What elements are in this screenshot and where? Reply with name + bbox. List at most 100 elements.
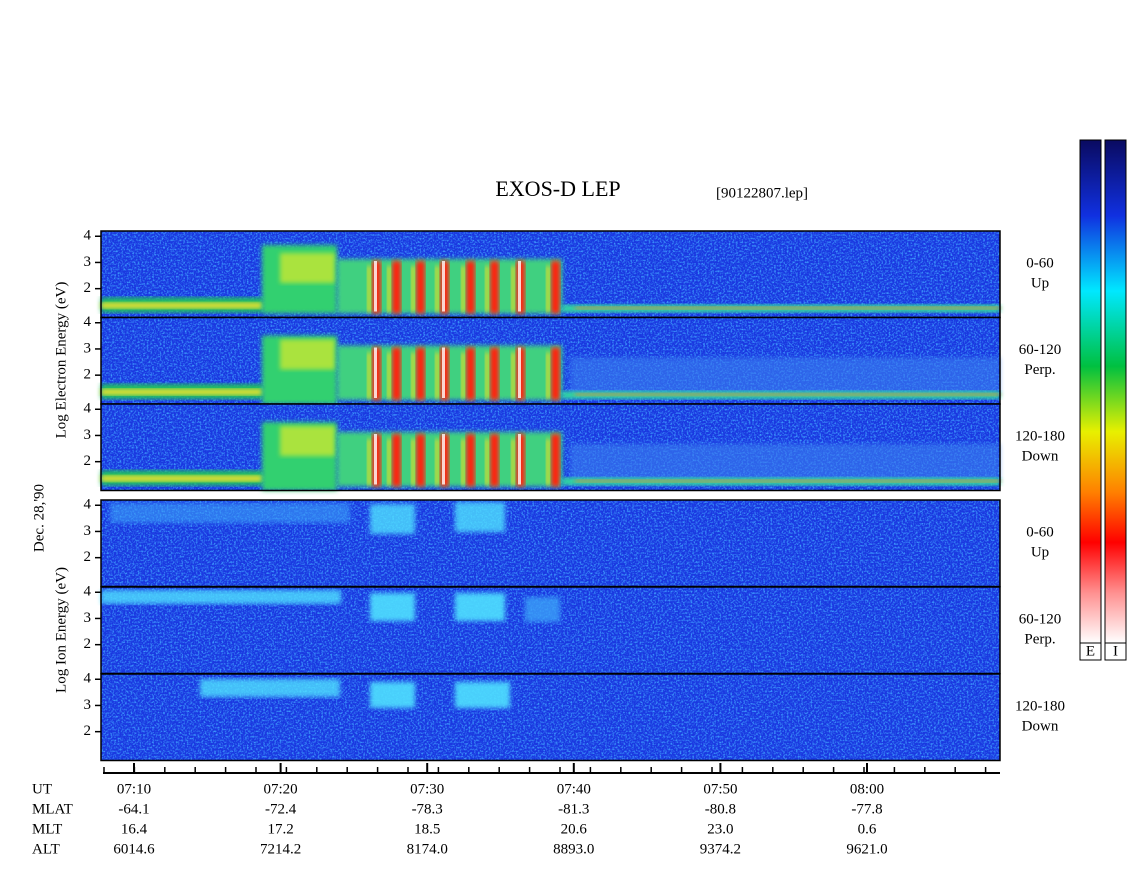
spectral-feature — [461, 439, 465, 486]
panel-direction: Up — [1031, 276, 1049, 292]
ephemeris-value: 07:50 — [703, 781, 737, 797]
spectral-feature — [490, 434, 499, 487]
colorbar — [1104, 139, 1127, 644]
spectral-feature — [370, 504, 415, 534]
spectral-feature — [546, 266, 550, 313]
panel-range: 0-60 — [1026, 256, 1054, 272]
panel-frame — [100, 403, 1001, 492]
spectral-feature — [416, 434, 425, 487]
spectral-feature — [575, 393, 1000, 396]
panel-direction: Down — [1022, 719, 1059, 735]
spectral-feature — [570, 444, 1000, 481]
y-tick-label: 3 — [84, 523, 92, 539]
spectral-feature — [435, 439, 439, 486]
spectral-feature — [466, 261, 475, 314]
spectral-feature — [546, 352, 550, 399]
panel-direction: Perp. — [1024, 632, 1055, 648]
spectral-feature — [110, 503, 350, 523]
spectral-feature — [367, 266, 371, 313]
ephemeris-value: 7214.2 — [260, 841, 301, 857]
spectral-feature — [455, 593, 505, 621]
ephemeris-value: 16.4 — [121, 821, 148, 837]
spectral-feature — [416, 261, 425, 314]
spectral-feature — [490, 261, 499, 314]
spectral-feature — [411, 352, 415, 399]
spectral-feature — [416, 347, 425, 400]
spectral-feature — [392, 347, 401, 400]
ephemeris-value: -77.8 — [851, 801, 882, 817]
spectral-feature — [435, 266, 439, 313]
y-tick-label: 2 — [84, 453, 92, 469]
ion-axis-label: Log Ion Energy (eV) — [53, 567, 69, 693]
panel-range: 60-120 — [1019, 342, 1062, 358]
spectral-feature — [466, 347, 475, 400]
spectral-feature — [392, 434, 401, 487]
panel-range: 0-60 — [1026, 525, 1054, 541]
panel-direction: Perp. — [1024, 362, 1055, 378]
colorbar-label-box — [1104, 642, 1127, 661]
panel-range: 60-120 — [1019, 612, 1062, 628]
y-tick-label: 2 — [84, 723, 92, 739]
y-tick-label: 3 — [84, 254, 92, 270]
spectral-feature — [551, 347, 560, 400]
y-tick-label: 3 — [84, 427, 92, 443]
y-tick-label: 2 — [84, 549, 92, 565]
spectral-feature — [511, 352, 515, 399]
ephemeris-value: 8174.0 — [407, 841, 448, 857]
spectral-feature — [374, 261, 377, 312]
ephemeris-value: 07:30 — [410, 781, 444, 797]
spectral-feature — [200, 679, 340, 697]
colorbar-label: I — [1113, 643, 1118, 659]
panel-direction: Down — [1022, 449, 1059, 465]
spectral-feature — [442, 347, 445, 398]
spectral-feature — [374, 347, 377, 398]
ephemeris-value: -72.4 — [265, 801, 297, 817]
spectral-feature — [518, 434, 521, 485]
spectral-feature — [455, 682, 510, 708]
spectral-feature — [485, 352, 489, 399]
spectral-feature — [570, 357, 1000, 394]
ephemeris-value: 07:10 — [117, 781, 151, 797]
spectral-feature — [575, 479, 1000, 483]
electron-axis-label: Log Electron Energy (eV) — [53, 282, 69, 439]
spectral-feature — [101, 389, 263, 395]
y-tick-label: 4 — [84, 314, 92, 330]
spectral-feature — [485, 266, 489, 313]
spectral-feature — [367, 439, 371, 486]
spectral-feature — [387, 439, 391, 486]
spectral-feature — [551, 261, 560, 314]
spectral-feature — [387, 266, 391, 313]
ephemeris-value: -81.3 — [558, 801, 589, 817]
spectral-feature — [511, 439, 515, 486]
spectral-feature — [455, 502, 505, 532]
spectral-feature — [387, 352, 391, 399]
spectral-feature — [518, 347, 521, 398]
spectral-feature — [374, 434, 377, 485]
panel-range: 120-180 — [1015, 429, 1065, 445]
panel-direction: Up — [1031, 545, 1049, 561]
file-name: [90122807.lep] — [716, 185, 808, 201]
y-tick-label: 3 — [84, 697, 92, 713]
y-tick-label: 2 — [84, 280, 92, 296]
ephemeris-row-label: UT — [32, 781, 52, 797]
y-tick-label: 4 — [84, 671, 92, 687]
ephemeris-row-label: MLAT — [32, 801, 73, 817]
y-tick-label: 4 — [84, 228, 92, 244]
ephemeris-value: 17.2 — [267, 821, 293, 837]
spectral-feature — [435, 352, 439, 399]
ephemeris-value: 20.6 — [561, 821, 588, 837]
ephemeris-row-label: ALT — [32, 841, 60, 857]
spectral-feature — [442, 261, 445, 312]
y-tick-label: 3 — [84, 340, 92, 356]
spectral-feature — [575, 306, 1000, 310]
spectral-feature — [367, 352, 371, 399]
spectral-feature — [461, 266, 465, 313]
spectral-feature — [466, 434, 475, 487]
spectral-feature — [411, 439, 415, 486]
ephemeris-value: -78.3 — [412, 801, 443, 817]
y-tick-label: 2 — [84, 367, 92, 383]
spectral-feature — [485, 439, 489, 486]
y-tick-label: 3 — [84, 610, 92, 626]
y-tick-label: 4 — [84, 401, 92, 417]
ephemeris-value: 07:40 — [557, 781, 591, 797]
